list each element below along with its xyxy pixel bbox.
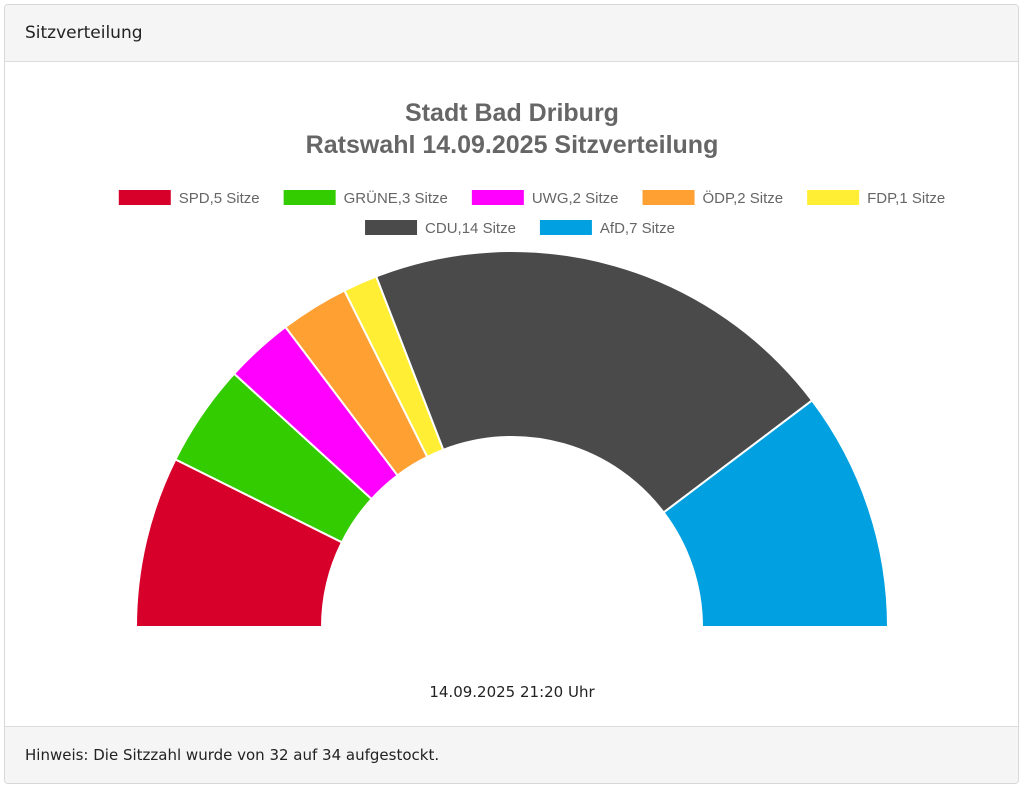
legend-swatch [365,220,418,235]
legend-label: ÖDP,2 Sitze [703,189,784,207]
legend-swatch [118,190,171,205]
legend-item-cdu[interactable]: CDU,14 Sitze [365,220,516,237]
legend-label: SPD,5 Sitze [179,190,260,207]
legend-swatch [283,190,336,205]
legend-item-ödp[interactable]: ÖDP,2 Sitze [642,189,784,207]
card-header: Sitzverteilung [5,5,1018,62]
chart-title-line2: Ratswahl 14.09.2025 Sitzverteilung [306,131,719,159]
slice-cdu[interactable] [374,250,814,514]
legend-item-afd[interactable]: AfD,7 Sitze [539,220,675,237]
card-footer-note: Hinweis: Die Sitzzahl wurde von 32 auf 3… [5,726,1018,783]
legend-swatch [642,190,695,205]
slice-afd[interactable] [662,399,890,628]
legend-item-fdp[interactable]: FDP,1 Sitze [807,190,945,207]
legend-swatch [539,220,592,235]
chart-title-line1: Stadt Bad Driburg [405,99,619,127]
legend-label: UWG,2 Sitze [532,190,619,207]
legend-label: CDU,14 Sitze [425,220,516,237]
legend-item-uwg[interactable]: UWG,2 Sitze [471,190,619,207]
legend-label: FDP,1 Sitze [867,190,945,207]
legend-swatch [471,190,524,205]
legend-label: AfD,7 Sitze [600,220,675,237]
seat-distribution-card: Sitzverteilung Hinweis: Die Sitzzahl wur… [4,4,1019,784]
chart-timestamp: 14.09.2025 21:20 Uhr [429,683,595,701]
legend-swatch [807,190,860,205]
legend-label: GRÜNE,3 Sitze [344,189,448,207]
legend-item-spd[interactable]: SPD,5 Sitze [118,190,260,207]
legend-item-grüne[interactable]: GRÜNE,3 Sitze [283,189,448,207]
